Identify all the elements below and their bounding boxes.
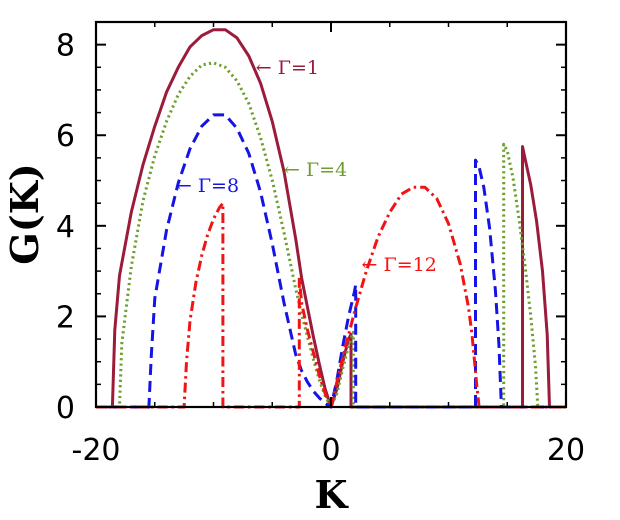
- tick-layer: [95, 22, 567, 408]
- y-tick-label: 8: [56, 29, 75, 64]
- series-layer: [96, 28, 566, 409]
- x-tick-label: 0: [321, 433, 340, 468]
- series-annotation-3: ← Γ=8: [176, 175, 239, 197]
- x-tick-label: 20: [547, 433, 585, 468]
- label-layer: 0 2 4 6 8 -20 0 20: [56, 29, 585, 468]
- series-annotation-1: ← Γ=1: [256, 57, 319, 79]
- y-tick-label: 0: [56, 391, 75, 426]
- series-annotation-4: ← Γ=12: [362, 254, 437, 276]
- series-line-3: [96, 113, 566, 409]
- x-tick-label: -20: [72, 433, 121, 468]
- series-line-4: [96, 185, 566, 409]
- y-tick-label: 2: [56, 300, 75, 335]
- y-axis-title: G(K): [2, 163, 47, 264]
- series-annotation-2: ← Γ=4: [284, 159, 347, 181]
- annotation-layer: ← Γ=1 ← Γ=4 ← Γ=8 ← Γ=12: [176, 57, 437, 276]
- y-tick-label: 6: [56, 119, 75, 154]
- y-tick-label: 4: [56, 210, 75, 245]
- series-line-1: [96, 28, 566, 409]
- x-axis-title: K: [314, 472, 349, 517]
